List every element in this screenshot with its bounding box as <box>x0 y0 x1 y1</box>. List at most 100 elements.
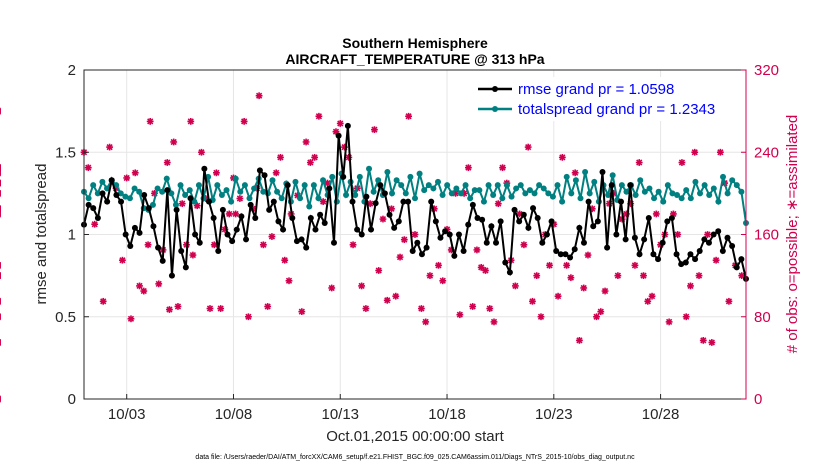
obs-point <box>189 251 197 259</box>
y-right-tick-label: 160 <box>754 227 779 244</box>
totalspread-point <box>126 195 133 202</box>
obs-point <box>439 277 447 285</box>
obs-stroke <box>533 272 540 279</box>
obs-stroke <box>277 154 284 161</box>
obs-point <box>511 282 519 290</box>
totalspread-point <box>687 195 694 202</box>
totalspread-point <box>412 195 418 202</box>
rmse-point <box>284 182 291 189</box>
rmse-point <box>409 247 416 254</box>
obs-point <box>708 339 716 346</box>
rmse-point <box>90 205 97 212</box>
totalspread-point <box>177 182 184 189</box>
rmse-point <box>562 251 569 258</box>
totalspread-point <box>223 187 230 194</box>
obs-point <box>240 118 248 125</box>
obs-point <box>411 231 419 238</box>
obs-point <box>482 267 489 274</box>
legend-totalspread-marker <box>492 106 498 112</box>
totalspread-point <box>618 182 625 189</box>
totalspread-point <box>499 195 506 202</box>
obs-stroke <box>174 303 182 310</box>
obs-stroke <box>324 179 331 187</box>
rmse-point <box>428 198 435 205</box>
obs-stroke <box>499 164 506 171</box>
totalspread-point <box>710 185 717 192</box>
totalspread-point <box>729 177 736 184</box>
rmse-point <box>641 236 648 243</box>
obs-stroke <box>725 298 733 305</box>
series-layer <box>81 122 749 282</box>
rmse-point <box>164 187 171 194</box>
totalspread-point <box>646 185 653 192</box>
totalspread-point <box>522 190 529 197</box>
obs-stroke <box>232 210 239 218</box>
totalspread-point <box>674 192 681 199</box>
rmse-point <box>136 229 143 236</box>
obs-point <box>529 297 536 305</box>
totalspread-point <box>536 182 543 189</box>
obs-stroke <box>206 305 214 312</box>
obs-stroke <box>695 272 703 279</box>
obs-stroke <box>439 277 446 284</box>
obs-point <box>268 233 276 240</box>
rmse-point <box>400 198 407 205</box>
obs-point <box>464 164 472 172</box>
totalspread-point <box>664 182 671 189</box>
obs-stroke <box>198 149 205 156</box>
obs-point <box>524 143 532 151</box>
y-right-tick-label: 320 <box>754 62 779 79</box>
rmse-point <box>145 205 152 212</box>
totalspread-point <box>513 185 520 192</box>
totalspread-point <box>545 190 552 197</box>
obs-stroke <box>179 200 186 207</box>
totalspread-point <box>692 178 699 185</box>
totalspread-point <box>476 187 483 194</box>
y-left-tick-label: 0 <box>68 391 76 408</box>
obs-stroke <box>268 233 276 240</box>
rmse-point <box>233 226 240 233</box>
obs-point <box>144 241 152 249</box>
rmse-point <box>118 198 125 205</box>
obs-stroke <box>349 241 357 248</box>
rmse-point <box>252 215 259 222</box>
x-tick-label: 10/28 <box>642 406 680 423</box>
obs-point <box>477 264 485 271</box>
obs-stroke <box>644 298 651 305</box>
totalspread-point <box>218 192 225 199</box>
totalspread-point <box>568 190 575 197</box>
rmse-point <box>530 205 537 212</box>
obs-stroke <box>375 267 382 274</box>
rmse-point <box>155 244 162 251</box>
obs-stroke <box>260 241 267 248</box>
totalspread-point <box>517 182 524 189</box>
x-axis-label: Oct.01,2015 00:00:00 start <box>326 428 504 445</box>
totalspread-point <box>697 190 704 197</box>
rmse-point <box>659 239 666 246</box>
rmse-point <box>104 198 111 205</box>
rmse-point <box>307 215 314 222</box>
totalspread-point <box>715 198 722 205</box>
rmse-point <box>205 198 212 205</box>
obs-point <box>567 274 575 282</box>
obs-point <box>682 313 690 321</box>
rmse-point <box>599 168 606 175</box>
rmse-point <box>372 200 379 207</box>
obs-stroke <box>332 128 340 135</box>
obs-stroke <box>164 159 171 166</box>
rmse-point <box>733 264 740 271</box>
totalspread-point <box>251 185 258 192</box>
rmse-point <box>469 201 476 208</box>
obs-point <box>537 313 545 321</box>
totalspread-point <box>457 190 464 197</box>
obs-point <box>319 198 327 205</box>
obs-stroke <box>683 313 690 320</box>
rmse-point <box>298 236 305 243</box>
rmse-point <box>391 224 398 231</box>
totalspread-point <box>586 190 593 197</box>
obs-stroke <box>106 143 113 151</box>
rmse-point <box>539 239 546 246</box>
totalspread-point <box>310 182 317 189</box>
obs-stroke <box>298 308 305 315</box>
